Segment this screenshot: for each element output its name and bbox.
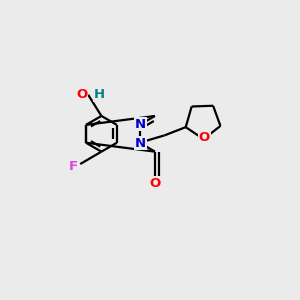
Text: O: O	[76, 88, 87, 101]
Text: H: H	[94, 88, 105, 101]
Text: N: N	[135, 137, 146, 150]
Text: O: O	[199, 131, 210, 144]
Text: O: O	[149, 177, 161, 190]
Text: N: N	[135, 118, 146, 131]
Text: F: F	[69, 160, 78, 173]
